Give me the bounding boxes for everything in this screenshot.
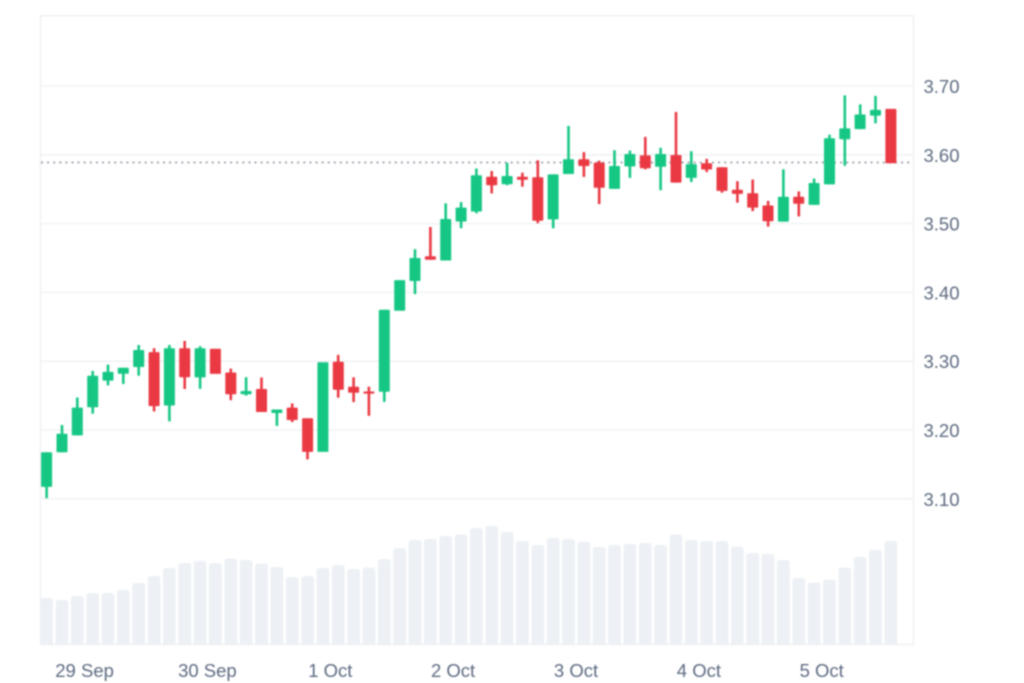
svg-text:3.10: 3.10 xyxy=(924,489,960,510)
svg-text:3.20: 3.20 xyxy=(924,420,960,441)
svg-text:3.70: 3.70 xyxy=(924,76,960,97)
svg-text:5 Oct: 5 Oct xyxy=(800,660,844,681)
svg-text:29 Sep: 29 Sep xyxy=(55,660,114,681)
svg-text:30 Sep: 30 Sep xyxy=(178,660,237,681)
svg-text:3.50: 3.50 xyxy=(924,214,960,235)
svg-text:3.60: 3.60 xyxy=(924,145,960,166)
svg-text:4 Oct: 4 Oct xyxy=(677,660,721,681)
svg-text:3.30: 3.30 xyxy=(924,351,960,372)
svg-text:3 Oct: 3 Oct xyxy=(554,660,598,681)
svg-text:3.40: 3.40 xyxy=(924,282,960,303)
svg-text:2 Oct: 2 Oct xyxy=(431,660,475,681)
svg-text:1 Oct: 1 Oct xyxy=(308,660,352,681)
